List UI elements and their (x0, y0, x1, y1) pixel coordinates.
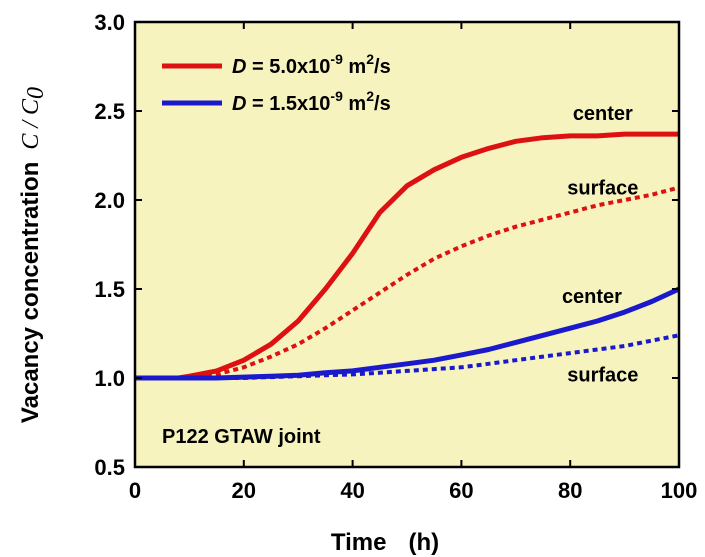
series-lines (135, 131, 681, 381)
x-axis-label: Time (331, 529, 387, 556)
annotation-surface-4: surface (567, 365, 638, 387)
inset-label: P122 GTAW joint (162, 426, 321, 448)
y-axis-symbol-subscript: 0 (23, 87, 49, 99)
annotation-surface-2: surface (567, 178, 638, 200)
tick-labels: 0 20 40 60 80 100 0.5 1.0 1.5 2.0 2.5 3.0 (94, 10, 697, 503)
y-tick-label: 2.5 (94, 99, 125, 124)
plot-frame (133, 20, 681, 469)
y-axis-symbol: C / C (18, 98, 44, 150)
series-annotations: center surface center surface (562, 103, 638, 387)
x-axis-unit: (h) (408, 529, 439, 556)
annotation-center-1: center (573, 103, 633, 125)
axis-ticks (134, 21, 680, 468)
x-tick-label: 100 (661, 478, 698, 503)
y-tick-label: 2.0 (94, 188, 125, 213)
plot-background (135, 22, 679, 467)
legend: D = 5.0x10-9 m2/s D = 1.5x10-9 m2/s (162, 51, 391, 115)
annotation-center-3: center (562, 286, 622, 308)
x-tick-label: 0 (129, 478, 141, 503)
y-axis-label: Vacancy concentration (17, 162, 44, 423)
svg-text:Vacancy concentrationC / C0: Vacancy concentration C / C0 (17, 87, 49, 423)
y-axis-title: Vacancy concentration C / C0 (17, 87, 49, 423)
y-tick-label: 1.5 (94, 277, 125, 302)
legend-label-2: D = 1.5x10-9 m2/s (232, 88, 391, 115)
series-line-4-surface-dashed (135, 333, 680, 380)
series-line-2-surface-dashed (135, 185, 680, 380)
y-tick-label: 1.0 (94, 366, 125, 391)
series-line-1-center-solid (135, 131, 679, 381)
x-tick-label: 60 (449, 478, 473, 503)
legend-label-1: D = 5.0x10-9 m2/s (232, 51, 391, 78)
x-tick-label: 80 (558, 478, 582, 503)
y-tick-label: 0.5 (94, 455, 125, 480)
x-tick-label: 20 (232, 478, 256, 503)
x-axis-title: Time (h) (331, 529, 439, 556)
x-tick-label: 40 (340, 478, 364, 503)
y-tick-label: 3.0 (94, 10, 125, 35)
